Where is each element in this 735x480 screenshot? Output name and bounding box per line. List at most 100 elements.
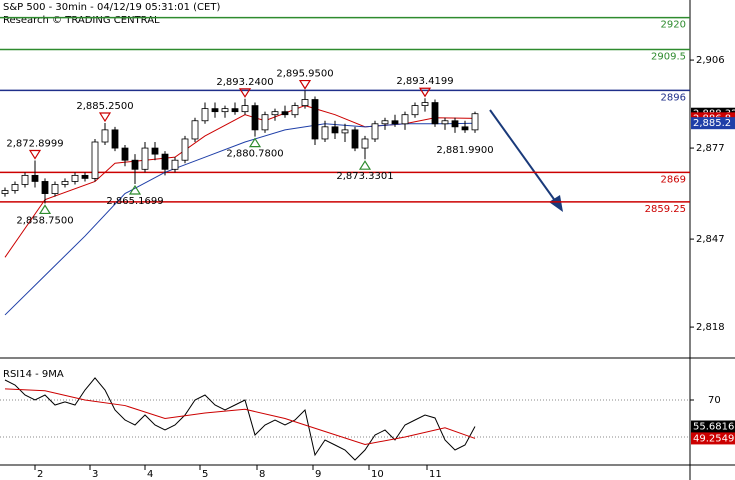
candle-body bbox=[421, 102, 429, 106]
candle-body bbox=[291, 105, 299, 116]
candle-body bbox=[31, 174, 39, 182]
high-marker bbox=[298, 79, 312, 90]
x-tick-label: 9 bbox=[315, 469, 321, 480]
x-tick-label: 5 bbox=[202, 469, 208, 480]
low-marker bbox=[128, 184, 142, 195]
candle-body bbox=[471, 113, 479, 131]
low-label: 2,858.7500 bbox=[16, 215, 73, 226]
x-tick-label: 3 bbox=[92, 469, 98, 480]
candle-body bbox=[381, 120, 389, 125]
level-label: 2920 bbox=[661, 20, 686, 31]
candle-body bbox=[21, 174, 29, 185]
candle-body bbox=[221, 108, 229, 113]
candle-body bbox=[331, 126, 339, 134]
candle-body bbox=[321, 126, 329, 140]
low-marker bbox=[358, 160, 372, 170]
high-marker bbox=[28, 149, 42, 160]
candle-body bbox=[271, 111, 279, 116]
candle-body bbox=[301, 99, 309, 106]
candle-body bbox=[241, 105, 249, 113]
last-value-label: 55.6816 bbox=[693, 422, 734, 433]
candle-body bbox=[351, 129, 359, 149]
candle-body bbox=[1, 190, 9, 194]
candle-body bbox=[11, 184, 19, 191]
candle-body bbox=[81, 174, 89, 179]
last-value-box bbox=[691, 420, 735, 433]
high-marker bbox=[418, 87, 432, 98]
candle-body bbox=[61, 181, 69, 185]
candle-body bbox=[191, 120, 199, 140]
x-tick-label: 2 bbox=[37, 469, 43, 480]
candle-body bbox=[361, 138, 369, 149]
low-label: 2,873.3301 bbox=[336, 171, 393, 182]
high-label: 2,895.9500 bbox=[276, 69, 333, 80]
forecast-arrow bbox=[489, 109, 563, 212]
candle-body bbox=[161, 153, 169, 170]
candle-body bbox=[391, 120, 399, 125]
high-marker bbox=[98, 112, 112, 123]
low-label: 2,880.7800 bbox=[226, 149, 283, 160]
candle-body bbox=[91, 141, 99, 179]
last-value-box bbox=[691, 432, 735, 445]
candle-body bbox=[371, 123, 379, 140]
chart-title: S&P 500 - 30min - 04/12/19 05:31:01 (CET… bbox=[3, 2, 220, 13]
chart-subtitle: Research © TRADING CENTRAL bbox=[3, 15, 160, 26]
candle-body bbox=[311, 99, 319, 140]
candle-body bbox=[101, 129, 109, 143]
arrow-shaft bbox=[489, 109, 557, 203]
low-marker bbox=[248, 137, 262, 148]
level-label: 2909.5 bbox=[651, 51, 686, 62]
y-tick-label: 2,818 bbox=[696, 322, 725, 333]
candle-body bbox=[141, 147, 149, 170]
candle-body bbox=[261, 114, 269, 131]
candle-body bbox=[341, 129, 349, 134]
candle-body bbox=[441, 120, 449, 125]
series-line bbox=[4, 377, 476, 461]
high-label: 2,893.2400 bbox=[216, 77, 273, 88]
series-line bbox=[4, 388, 476, 445]
candle-body bbox=[41, 181, 49, 194]
y-tick-label: 2,877 bbox=[696, 143, 725, 154]
high-label: 2,885.2500 bbox=[76, 101, 133, 112]
candle-body bbox=[51, 184, 59, 194]
x-tick-label: 4 bbox=[147, 469, 153, 480]
high-label: 2,893.4199 bbox=[396, 76, 453, 87]
low-label: 2,881.9900 bbox=[436, 145, 493, 156]
last-value-label: 49.2549 bbox=[693, 433, 734, 444]
last-value-label: 2,885.2 bbox=[693, 118, 731, 129]
last-value-box bbox=[691, 117, 735, 130]
candle-body bbox=[171, 159, 179, 170]
level-label: 2896 bbox=[661, 92, 686, 103]
candle-body bbox=[201, 108, 209, 122]
y-tick-label: 2,906 bbox=[696, 55, 725, 66]
level-label: 2859.25 bbox=[645, 204, 686, 215]
rsi-title: RSI14 - 9MA bbox=[3, 369, 64, 380]
candle-body bbox=[251, 105, 259, 131]
y-tick-label: 70 bbox=[708, 395, 721, 406]
candle-body bbox=[111, 129, 119, 149]
candle-body bbox=[281, 111, 289, 116]
x-tick-label: 10 bbox=[371, 469, 384, 480]
low-marker bbox=[38, 204, 52, 215]
arrow-head bbox=[549, 195, 563, 212]
candle-body bbox=[411, 105, 419, 116]
candle-body bbox=[71, 174, 79, 182]
candle-body bbox=[181, 138, 189, 161]
candle-body bbox=[401, 114, 409, 125]
candle-body bbox=[231, 108, 239, 113]
x-tick-label: 11 bbox=[429, 469, 442, 480]
low-label: 2,865.1699 bbox=[106, 196, 163, 207]
y-tick-label: 2,847 bbox=[696, 234, 725, 245]
x-tick-label: 8 bbox=[259, 469, 265, 480]
candle-body bbox=[461, 126, 469, 131]
high-marker bbox=[238, 88, 252, 98]
candle-body bbox=[211, 108, 219, 113]
level-label: 2869 bbox=[661, 174, 686, 185]
candle-body bbox=[151, 147, 159, 155]
candle-body bbox=[431, 102, 439, 125]
candle-body bbox=[451, 120, 459, 128]
candle-body bbox=[121, 147, 129, 161]
